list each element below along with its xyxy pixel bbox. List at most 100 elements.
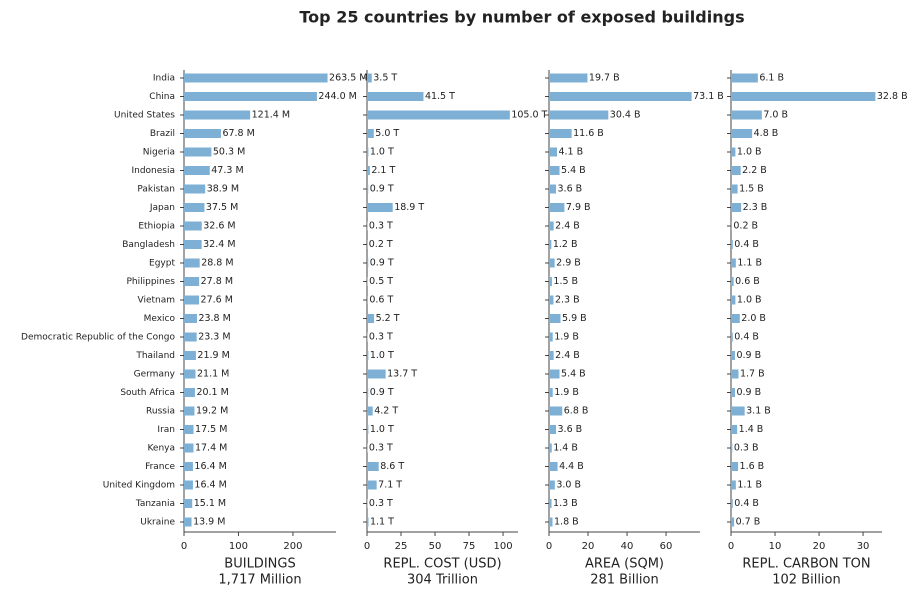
- value-label: 73.1 B: [693, 91, 724, 102]
- value-label: 17.5 M: [195, 424, 227, 435]
- bar: [367, 295, 368, 305]
- bar: [731, 166, 741, 175]
- bar: [549, 166, 560, 175]
- bar: [549, 443, 552, 453]
- bar: [184, 295, 200, 305]
- bar: [184, 184, 206, 194]
- value-label: 3.1 B: [746, 406, 771, 417]
- bar: [731, 184, 738, 194]
- bar: [367, 462, 379, 471]
- value-label: 50.3 M: [213, 147, 245, 158]
- value-label: 13.9 M: [193, 517, 225, 528]
- y-tick-label: Mexico: [144, 314, 176, 324]
- value-label: 0.3 T: [369, 498, 393, 509]
- value-label: 23.8 M: [198, 313, 230, 324]
- value-label: 1.3 B: [553, 498, 578, 509]
- chart-title: Top 25 countries by number of exposed bu…: [299, 8, 744, 27]
- bar: [731, 277, 734, 286]
- bar: [549, 351, 554, 360]
- bar: [367, 184, 369, 194]
- value-label: 1.2 B: [553, 239, 578, 250]
- value-label: 1.1 B: [737, 258, 762, 269]
- bar: [549, 73, 588, 83]
- bar: [184, 406, 195, 416]
- bar: [184, 480, 193, 490]
- value-label: 2.0 B: [741, 313, 766, 324]
- value-label: 0.4 B: [734, 332, 759, 343]
- bar: [184, 517, 192, 527]
- value-label: 17.4 M: [195, 443, 227, 454]
- bar: [549, 184, 557, 194]
- bar: [549, 369, 560, 379]
- value-label: 21.1 M: [197, 369, 229, 380]
- x-axis-total: 304 Trillion: [407, 573, 478, 588]
- value-label: 3.5 T: [373, 73, 397, 84]
- bar: [367, 258, 369, 268]
- bar: [184, 443, 194, 453]
- y-tick-label: Egypt: [149, 259, 175, 269]
- value-label: 16.4 M: [194, 461, 226, 472]
- y-tick-label: Philippines: [127, 277, 176, 287]
- bar: [367, 277, 368, 286]
- x-tick-label: 0: [364, 541, 370, 552]
- x-axis-label: REPL. CARBON TON: [742, 557, 870, 572]
- x-tick-label: 0: [181, 541, 187, 552]
- bar: [549, 406, 563, 416]
- bar: [184, 351, 196, 360]
- value-label: 1.0 T: [370, 147, 394, 158]
- bar: [184, 258, 200, 268]
- x-tick-label: 20: [582, 541, 595, 552]
- value-label: 7.9 B: [566, 202, 591, 213]
- value-label: 21.9 M: [197, 350, 229, 361]
- bar: [549, 203, 565, 212]
- value-label: 3.6 B: [558, 184, 583, 195]
- bar: [184, 166, 210, 175]
- value-label: 2.2 B: [742, 165, 767, 176]
- value-label: 244.0 M: [318, 91, 356, 102]
- bar: [184, 92, 317, 101]
- bar: [549, 332, 553, 342]
- value-label: 1.9 B: [554, 332, 579, 343]
- bar: [731, 314, 740, 323]
- value-label: 4.4 B: [559, 461, 584, 472]
- bar: [549, 425, 557, 434]
- bar: [184, 388, 195, 397]
- value-label: 32.6 M: [203, 221, 235, 232]
- y-tick-label: China: [149, 92, 175, 102]
- value-label: 0.9 T: [370, 387, 394, 398]
- y-tick-label: Democratic Republic of the Congo: [21, 333, 175, 343]
- bar: [731, 443, 733, 453]
- bar: [367, 517, 369, 527]
- value-label: 8.6 T: [380, 461, 404, 472]
- bar: [549, 110, 609, 120]
- bar: [367, 406, 373, 416]
- value-label: 0.3 T: [369, 443, 393, 454]
- value-label: 2.1 T: [371, 165, 395, 176]
- bar: [731, 221, 732, 231]
- bar: [549, 295, 554, 305]
- y-tick-label: Vietnam: [137, 296, 175, 306]
- value-label: 1.5 B: [553, 276, 578, 287]
- value-label: 105.0 T: [511, 110, 547, 121]
- x-axis-total: 1,717 Million: [218, 573, 301, 588]
- value-label: 2.3 B: [555, 295, 580, 306]
- x-tick-label: 0: [546, 541, 552, 552]
- value-label: 38.9 M: [207, 184, 239, 195]
- bar: [367, 314, 375, 323]
- value-label: 0.9 T: [370, 184, 394, 195]
- bar: [367, 388, 369, 397]
- bar: [367, 351, 369, 360]
- value-label: 47.3 M: [211, 165, 243, 176]
- x-axis-total: 281 Billion: [590, 573, 659, 588]
- value-label: 0.4 B: [734, 498, 759, 509]
- value-label: 7.1 T: [378, 480, 402, 491]
- y-tick-label: India: [153, 74, 175, 84]
- bar: [731, 295, 736, 305]
- x-axis-label: BUILDINGS: [224, 557, 295, 572]
- bar: [184, 332, 197, 342]
- bar: [731, 388, 735, 397]
- value-label: 0.6 T: [369, 295, 393, 306]
- value-label: 0.2 T: [369, 239, 393, 250]
- y-tick-label: United Kingdom: [103, 481, 175, 491]
- y-tick-label: Ethiopia: [138, 222, 175, 232]
